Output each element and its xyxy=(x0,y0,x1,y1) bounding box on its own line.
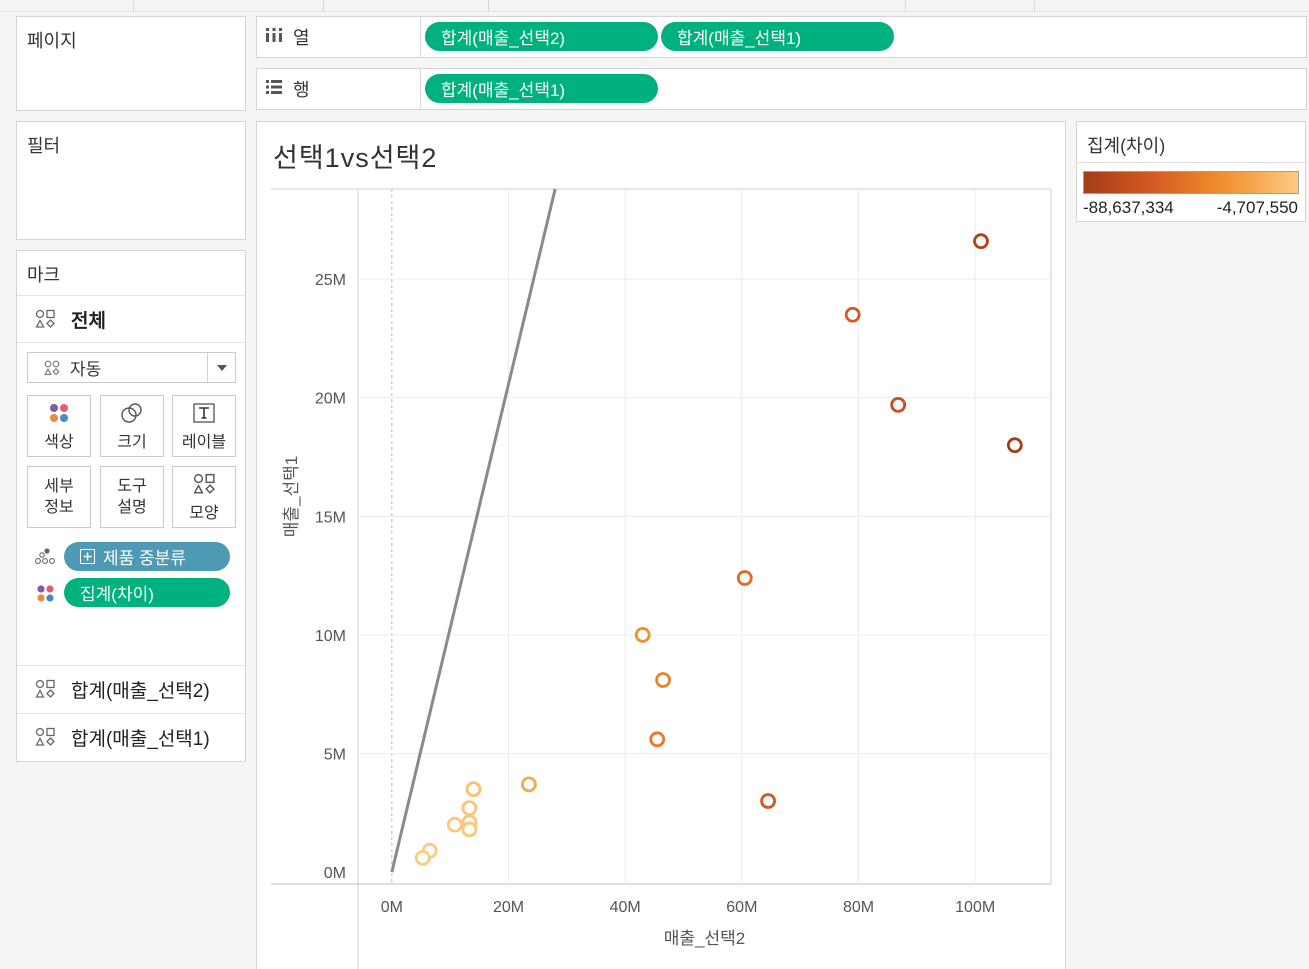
expand-plus-icon[interactable] xyxy=(80,549,95,564)
color-button[interactable]: 색상 xyxy=(27,395,91,457)
filters-card[interactable]: 필터 xyxy=(16,121,246,240)
mark-type-dropdown[interactable]: 자동 xyxy=(27,352,236,383)
top-toolbar-strip xyxy=(0,0,1309,12)
marks-all-label: 전체 xyxy=(71,310,106,332)
data-point[interactable] xyxy=(465,781,482,798)
size-button[interactable]: 크기 xyxy=(100,395,164,457)
data-point[interactable] xyxy=(414,850,431,866)
data-point[interactable] xyxy=(844,306,861,323)
data-point[interactable] xyxy=(890,396,907,413)
marks-title: 마크 xyxy=(27,265,61,285)
mark-type-value: 자동 xyxy=(70,360,102,379)
marks-tab-all[interactable]: 전체 xyxy=(17,296,245,342)
detail-field-pill[interactable]: 제품 중분류 xyxy=(64,542,230,571)
chevron-down-icon[interactable] xyxy=(207,353,235,382)
shape-icon xyxy=(35,679,55,699)
x-axis-title: 매출_선택2 xyxy=(664,929,745,948)
shape-icon xyxy=(193,472,215,496)
data-point[interactable] xyxy=(461,800,478,816)
pill-label: 합계(매출_선택1) xyxy=(677,29,802,48)
tooltip-button[interactable]: 도구 설명 xyxy=(100,466,164,528)
marks-tab-label: 합계(매출_선택1) xyxy=(71,728,210,750)
y-tick-label: 10M xyxy=(315,628,346,645)
rows-pill-sales-1[interactable]: 합계(매출_선택1) xyxy=(425,74,658,103)
data-point[interactable] xyxy=(760,793,776,809)
filters-title: 필터 xyxy=(27,136,61,156)
shape-icon xyxy=(44,360,60,376)
legend-min-label: -88,637,334 xyxy=(1083,198,1174,217)
reference-line xyxy=(390,188,557,873)
data-point[interactable] xyxy=(655,672,671,688)
columns-label: 열 xyxy=(293,28,310,48)
shape-button[interactable]: 모양 xyxy=(172,466,236,528)
pages-card[interactable]: 페이지 xyxy=(16,16,246,111)
rows-shelf-label: 행 xyxy=(265,69,421,109)
data-point[interactable] xyxy=(634,627,651,643)
rows-icon xyxy=(265,79,283,100)
label-button[interactable]: 레이블 xyxy=(172,395,236,457)
marks-tab-sales-1[interactable]: 합계(매출_선택1) xyxy=(17,714,245,760)
columns-shelf[interactable]: 열 합계(매출_선택2) 합계(매출_선택1) xyxy=(256,16,1307,58)
legend-title: 집계(차이) xyxy=(1087,136,1166,156)
marks-tab-sales-2[interactable]: 합계(매출_선택2) xyxy=(17,666,245,712)
detail-label-line1: 세부 xyxy=(44,478,74,495)
x-tick-label: 0M xyxy=(381,899,403,916)
data-point[interactable] xyxy=(649,731,666,748)
color-encoding-icon xyxy=(35,584,57,607)
shape-icon xyxy=(35,727,55,747)
viz-worksheet: 선택1vs선택2 0M 20M 40M 60M 80M 100M 0M 5M 10M 15M 20M… xyxy=(256,121,1066,969)
color-label: 색상 xyxy=(44,433,74,451)
shape-label: 모양 xyxy=(189,504,219,522)
color-legend[interactable]: 집계(차이) -88,637,334 -4,707,550 xyxy=(1076,121,1306,222)
rows-shelf[interactable]: 행 합계(매출_선택1) xyxy=(256,68,1307,110)
legend-max-label: -4,707,550 xyxy=(1216,198,1298,217)
pages-title: 페이지 xyxy=(27,31,77,51)
size-label: 크기 xyxy=(117,433,147,451)
chart-title: 선택1vs선택2 xyxy=(273,143,438,173)
scatter-chart[interactable]: 0M 20M 40M 60M 80M 100M 0M 5M 10M 15M 20M 25M 매출_선택2… xyxy=(257,122,1065,969)
tooltip-label-line1: 도구 xyxy=(117,478,147,495)
data-point[interactable] xyxy=(446,816,463,833)
y-axis-title: 매출_선택1 xyxy=(282,456,301,537)
detail-field-label: 제품 중분류 xyxy=(103,549,186,568)
pill-label: 합계(매출_선택1) xyxy=(441,81,566,100)
size-icon xyxy=(120,401,144,425)
y-tick-label: 5M xyxy=(324,747,346,764)
y-tick-label: 0M xyxy=(324,865,346,882)
marks-tab-label: 합계(매출_선택2) xyxy=(71,680,210,702)
shape-icon xyxy=(35,309,55,329)
x-tick-label: 20M xyxy=(493,899,524,916)
legend-color-ramp xyxy=(1083,171,1299,194)
marks-card: 마크 전체 자동 색상 크기 레이블 세부 xyxy=(16,250,246,762)
detail-button[interactable]: 세부 정보 xyxy=(27,466,91,528)
data-point[interactable] xyxy=(973,233,989,250)
tooltip-label-line2: 설명 xyxy=(117,499,147,516)
pill-label: 합계(매출_선택2) xyxy=(441,29,566,48)
x-tick-label: 60M xyxy=(726,899,757,916)
data-point[interactable] xyxy=(736,570,753,586)
y-tick-label: 20M xyxy=(315,391,346,408)
x-tick-label: 100M xyxy=(955,899,995,916)
x-tick-label: 80M xyxy=(843,899,874,916)
y-tick-label: 25M xyxy=(315,272,346,289)
data-point[interactable] xyxy=(461,821,478,838)
label-label: 레이블 xyxy=(181,433,227,451)
columns-icon xyxy=(265,27,283,48)
data-point[interactable] xyxy=(521,776,537,793)
columns-pill-sales-2[interactable]: 합계(매출_선택2) xyxy=(425,22,658,51)
color-field-pill[interactable]: 집계(차이) xyxy=(64,578,230,607)
columns-shelf-label: 열 xyxy=(265,17,421,57)
detail-encoding-icon xyxy=(35,547,59,570)
data-point[interactable] xyxy=(1006,437,1023,454)
rows-label: 행 xyxy=(293,80,310,100)
columns-pill-sales-1[interactable]: 합계(매출_선택1) xyxy=(661,22,894,51)
x-tick-label: 40M xyxy=(610,899,641,916)
y-tick-label: 15M xyxy=(315,509,346,526)
detail-label-line2: 정보 xyxy=(44,499,74,516)
color-field-label: 집계(차이) xyxy=(80,585,154,604)
color-dots-icon xyxy=(48,401,70,425)
text-label-icon xyxy=(193,401,215,425)
